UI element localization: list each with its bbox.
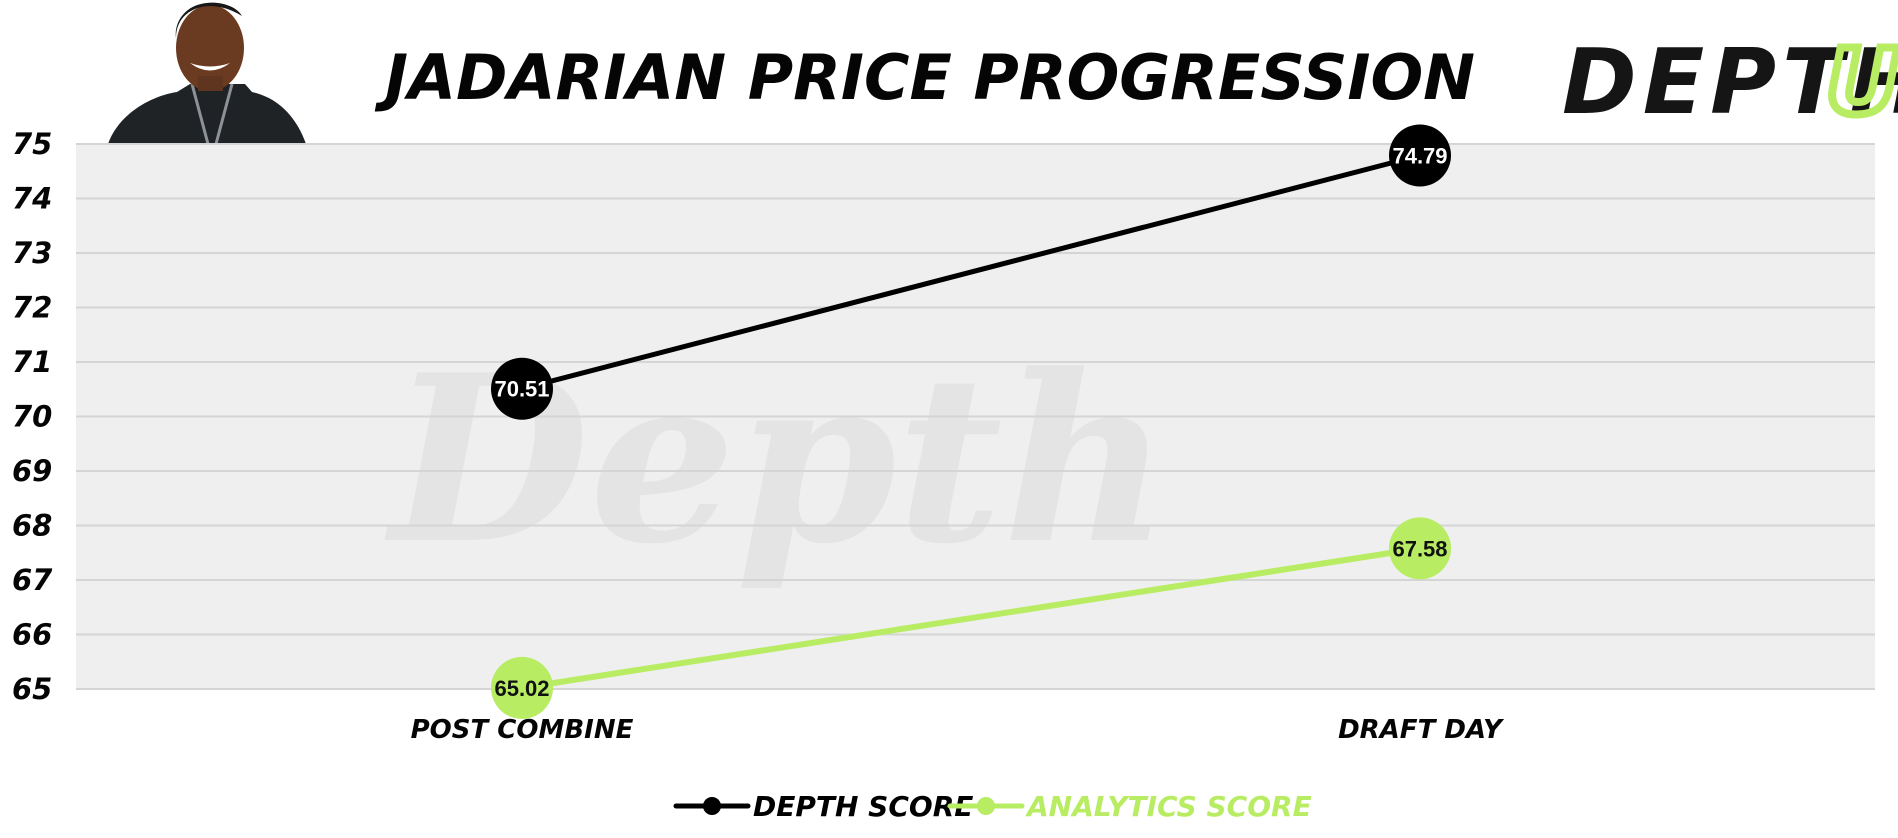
legend-item-analytics-score: ANALYTICS SCORE <box>947 790 1312 823</box>
points-layer: 70.51 74.79 65.02 67.58 <box>491 124 1451 719</box>
player-jacket <box>108 84 306 144</box>
analytics-score-point <box>1389 517 1451 580</box>
y-tick-label: 66 <box>12 618 52 652</box>
player-face <box>176 5 244 91</box>
logo-accent-letter: U <box>1826 30 1898 135</box>
y-tick-label: 69 <box>12 454 52 488</box>
chart-title: JADARIAN PRICE PROGRESSION <box>374 41 1475 114</box>
lines-layer <box>519 152 1423 691</box>
y-tick-label: 65 <box>12 672 52 706</box>
data-label: 70.51 <box>494 377 549 402</box>
y-tick-label: 71 <box>12 345 52 379</box>
legend-item-depth-score: DEPTH SCORE <box>673 790 973 823</box>
legend-label: ANALYTICS SCORE <box>1025 790 1312 823</box>
jacket-collar-detail <box>190 83 234 145</box>
y-tick-label: 68 <box>12 509 52 543</box>
legend-dot-marker <box>703 797 721 815</box>
axis-layer: 75 74 73 72 71 70 69 68 67 66 65 POST COMBINE DRAFT … <box>12 127 1505 745</box>
data-label: 67.58 <box>1392 536 1447 561</box>
depth-score-line <box>519 152 1423 392</box>
data-label: 65.02 <box>494 676 549 701</box>
analytics-score-point <box>491 656 553 719</box>
depth-logo: DEPTH U <box>1562 26 1898 139</box>
grid-layer <box>76 143 1875 690</box>
legend-label: DEPTH SCORE <box>753 790 973 823</box>
data-label: 74.79 <box>1392 143 1447 168</box>
y-tick-label: 67 <box>12 563 53 597</box>
depth-score-point <box>1389 124 1451 187</box>
y-tick-label: 72 <box>12 291 52 325</box>
y-tick-label: 70 <box>12 400 52 434</box>
depth-score-point <box>491 357 553 420</box>
player-photo <box>108 2 306 145</box>
y-tick-label: 73 <box>12 236 52 270</box>
x-tick-label: DRAFT DAY <box>1338 715 1505 745</box>
player-smile <box>190 63 230 71</box>
legend-dot-marker <box>977 797 995 815</box>
x-tick-label: POST COMBINE <box>411 715 634 745</box>
y-tick-label: 75 <box>12 127 52 161</box>
chart-legend: DEPTH SCORE ANALYTICS SCORE <box>673 790 1312 823</box>
y-tick-label: 74 <box>12 182 52 216</box>
analytics-score-line <box>519 545 1423 691</box>
logo-wordmark: DEPTH <box>1562 30 1898 135</box>
player-neck <box>198 76 223 91</box>
